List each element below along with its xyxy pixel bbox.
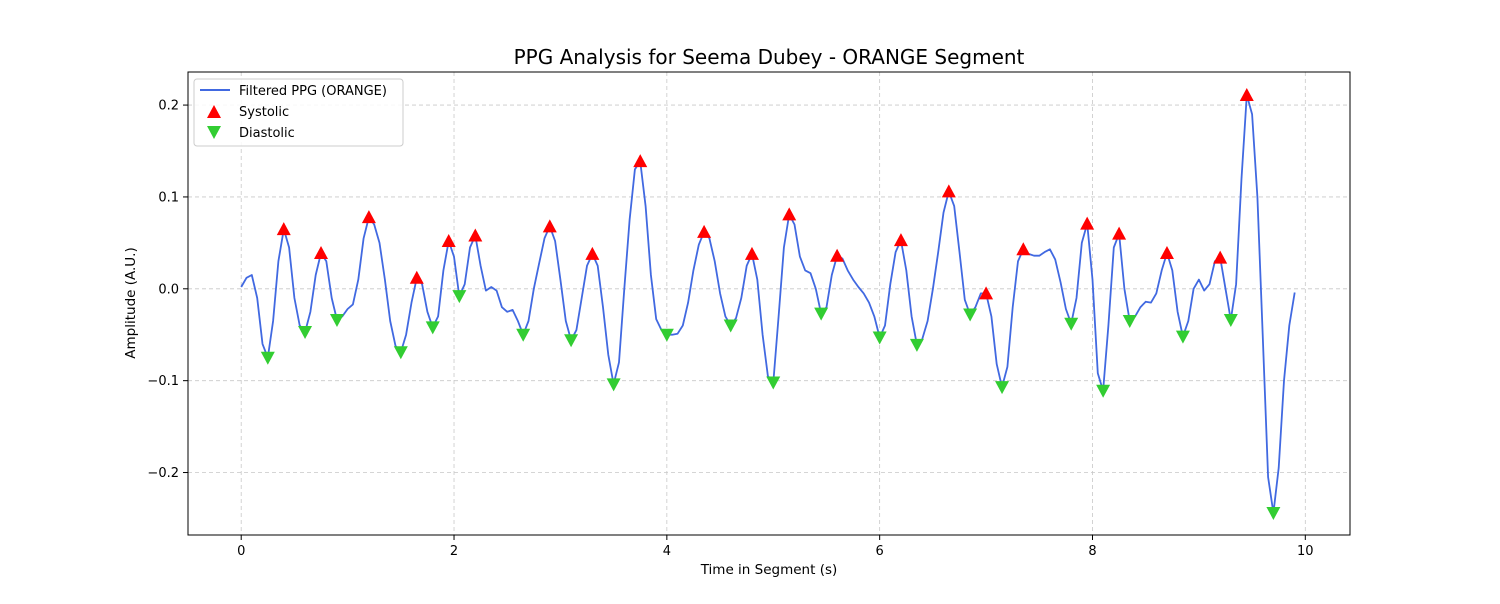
plot-area — [240, 87, 1296, 520]
y-tick-label: 0.1 — [158, 190, 179, 205]
systolic-marker — [1080, 216, 1095, 230]
systolic-marker — [361, 210, 376, 224]
systolic-marker — [409, 270, 424, 284]
diastolic-marker — [1266, 506, 1281, 520]
systolic-marker — [744, 246, 759, 260]
diastolic-marker — [909, 338, 924, 352]
diastolic-marker — [298, 325, 313, 339]
systolic-marker — [441, 234, 456, 248]
diastolic-marker — [1096, 384, 1111, 398]
x-tick-label: 2 — [450, 544, 458, 559]
systolic-marker — [314, 245, 329, 259]
diastolic-marker — [723, 319, 738, 333]
systolic-marker — [782, 207, 797, 221]
systolic-marker — [941, 184, 956, 198]
x-tick-label: 0 — [237, 544, 245, 559]
diastolic-marker — [329, 314, 344, 328]
diastolic-marker — [564, 334, 579, 348]
y-tick-label: −0.2 — [147, 466, 179, 481]
systolic-marker — [979, 286, 994, 300]
systolic-marker — [1213, 250, 1228, 264]
diastolic-marker — [872, 331, 887, 345]
systolic-marker — [697, 224, 712, 238]
diastolic-marker — [766, 376, 781, 390]
x-tick-label: 4 — [663, 544, 671, 559]
systolic-marker — [1016, 242, 1031, 256]
systolic-marker — [830, 248, 845, 262]
diastolic-marker — [995, 381, 1010, 395]
plot-frame — [187, 71, 1351, 536]
systolic-marker — [1239, 87, 1254, 101]
y-axis-label: Amplitude (A.U.) — [123, 247, 139, 358]
systolic-marker — [542, 219, 557, 233]
diastolic-marker — [1175, 330, 1190, 344]
legend-diastolic-icon — [207, 126, 221, 139]
x-tick-label: 10 — [1297, 544, 1314, 559]
legend-label-diastolic: Diastolic — [239, 126, 295, 141]
diastolic-marker — [425, 321, 440, 335]
diastolic-marker — [963, 308, 978, 322]
axes: 0 2 4 6 8 10 −0.2 −0.1 0.0 0.1 0.2 — [147, 99, 1313, 559]
y-tick-label: −0.1 — [147, 374, 179, 389]
diastolic-marker — [393, 346, 408, 360]
diastolic-marker — [260, 351, 275, 365]
x-tick-label: 8 — [1088, 544, 1096, 559]
diastolic-marker — [659, 328, 674, 342]
diastolic-marker — [1122, 314, 1137, 328]
chart-title: PPG Analysis for Seema Dubey - ORANGE Se… — [514, 45, 1025, 69]
diastolic-marker — [452, 290, 467, 304]
diastolic-marker — [1064, 317, 1079, 331]
x-axis-label: Time in Segment (s) — [700, 562, 838, 578]
y-tick-label: 0.2 — [158, 99, 179, 114]
systolic-marker — [276, 222, 291, 236]
legend-label-filtered: Filtered PPG (ORANGE) — [239, 84, 387, 99]
systolic-marker — [633, 154, 648, 168]
systolic-marker — [1159, 245, 1174, 259]
y-tick-label: 0.0 — [158, 282, 179, 297]
systolic-marker — [468, 228, 483, 242]
diastolic-marker — [1223, 314, 1238, 328]
x-tick-label: 6 — [876, 544, 884, 559]
diastolic-marker — [606, 378, 621, 392]
legend: Filtered PPG (ORANGE) Systolic Diastolic — [193, 78, 404, 147]
legend-box — [193, 78, 404, 147]
diastolic-marker — [814, 307, 829, 321]
systolic-marker — [893, 233, 908, 247]
legend-systolic-icon — [207, 105, 221, 118]
systolic-marker — [1112, 226, 1127, 240]
systolic-marker — [585, 246, 600, 260]
legend-label-systolic: Systolic — [239, 105, 289, 120]
diastolic-marker — [516, 328, 531, 342]
